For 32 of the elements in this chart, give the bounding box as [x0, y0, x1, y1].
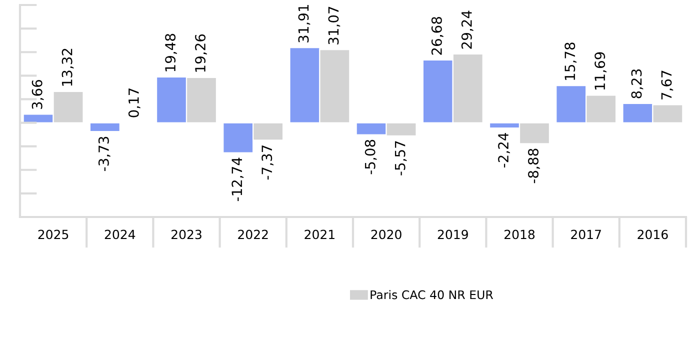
data-label: 31,07 [328, 6, 340, 44]
data-label: -12,74 [232, 158, 244, 202]
data-label: 29,24 [461, 10, 474, 49]
legend-label: Paris CAC 40 NR EUR [370, 290, 494, 300]
data-label: 15,78 [564, 42, 577, 80]
data-label: 11,69 [594, 52, 607, 90]
data-label: 19,48 [165, 34, 177, 72]
bar [89, 122, 120, 132]
x-tick-label: 2018 [504, 230, 535, 240]
data-label: -3,73 [98, 136, 110, 171]
data-label: 13,32 [62, 48, 74, 86]
data-label: 8,23 [631, 69, 644, 98]
x-tick-label: 2024 [104, 230, 136, 240]
x-tick-label: 2017 [571, 230, 601, 240]
data-label: 26,68 [431, 16, 444, 55]
data-label: -5,57 [394, 141, 407, 176]
x-tick-label: 2023 [172, 230, 202, 240]
data-label: -8,88 [528, 148, 540, 184]
data-label: 3,66 [32, 80, 44, 109]
data-label: -7,37 [262, 145, 274, 180]
x-tick-label: 2020 [371, 230, 402, 240]
x-tick-label: 2019 [438, 230, 468, 240]
data-label: 19,26 [195, 34, 207, 72]
data-label: -5,08 [364, 140, 377, 174]
data-label: 31,91 [298, 4, 310, 42]
x-tick-label: 2021 [304, 230, 334, 240]
x-tick-label: 2016 [638, 230, 668, 240]
data-label: 7,67 [661, 70, 674, 100]
x-tick-label: 2025 [38, 230, 68, 240]
data-label: -2,24 [498, 133, 510, 168]
data-label: 0,17 [128, 88, 140, 118]
x-tick-label: 2022 [238, 230, 268, 240]
